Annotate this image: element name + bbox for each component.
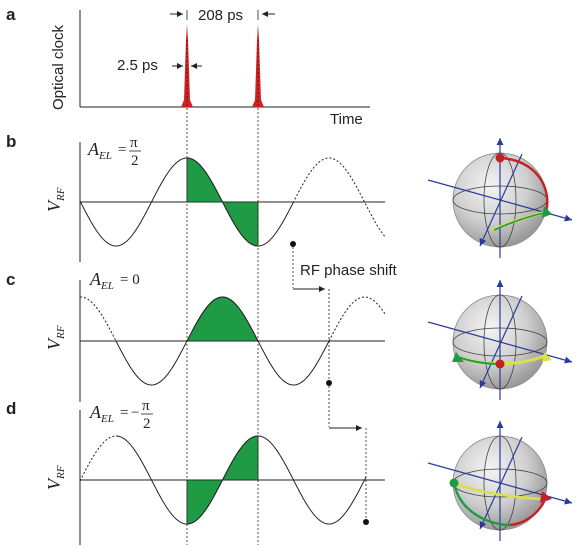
panel-d-phase-dot: [363, 519, 369, 525]
bloch-sphere-d-icon: [427, 421, 573, 541]
panel-d-letter: d: [6, 399, 16, 418]
panel-b-phase-dot: [290, 241, 296, 247]
panel-c-vrf: VRF: [44, 325, 67, 350]
panel-c-integral-area: [186, 296, 259, 342]
bloch-sphere-c-icon: [427, 280, 573, 400]
pulse-width-label: 2.5 ps: [117, 57, 158, 74]
panel-b-letter: b: [6, 132, 16, 151]
rf-phase-shift-label: RF phase shift: [300, 262, 398, 279]
svg-text:AEL: AEL: [89, 402, 114, 425]
svg-text:2: 2: [143, 416, 151, 432]
period-label: 208 ps: [198, 7, 243, 24]
panel-d-ael-label: AEL = − π 2: [89, 398, 153, 432]
panel-d-vrf: VRF: [44, 465, 67, 490]
panel-c-ael-label: AEL = 0: [89, 269, 140, 292]
panel-c-phase-dot: [326, 380, 332, 386]
panel-d-rf-wave: [115, 435, 367, 525]
svg-text:2: 2: [131, 153, 139, 169]
svg-text:π: π: [142, 398, 150, 414]
panel-b-rf-wave-dotted: [292, 157, 386, 237]
panel-b-ael-label: AEL = π 2: [87, 135, 141, 169]
svg-text:=: =: [120, 405, 128, 421]
svg-text:=: =: [118, 142, 126, 158]
panel-c-letter: c: [6, 270, 15, 289]
panel-b-vrf: VRF: [44, 187, 67, 212]
svg-text:−: −: [131, 405, 139, 421]
bloch-sphere-b-icon: [427, 138, 573, 258]
panel-a-letter: a: [6, 5, 16, 24]
svg-text:AEL: AEL: [87, 139, 112, 162]
svg-text:= 0: = 0: [120, 272, 140, 288]
svg-text:AEL: AEL: [89, 269, 114, 292]
panel-b-rf-wave: [79, 157, 294, 247]
panel-c-rf-wave: [115, 296, 330, 386]
svg-text:π: π: [130, 135, 138, 151]
time-label: Time: [330, 111, 363, 128]
optical-clock-label: Optical clock: [50, 24, 67, 110]
panel-d-rf-wave-dotted: [79, 435, 117, 482]
